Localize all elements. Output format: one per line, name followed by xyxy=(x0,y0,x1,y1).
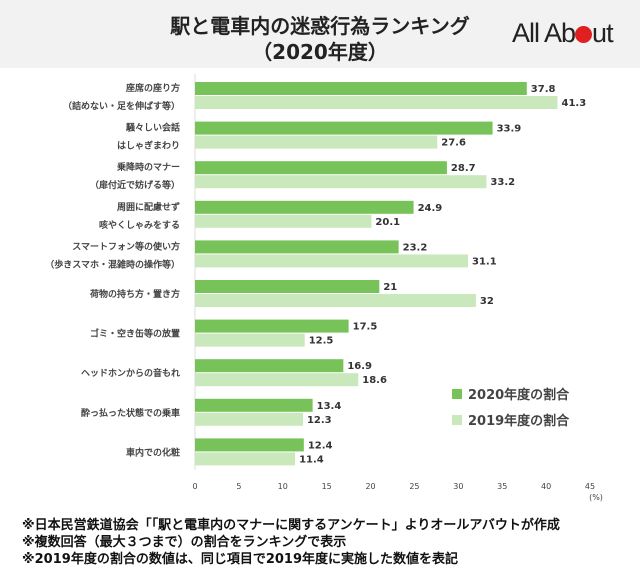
bar-2020 xyxy=(195,398,313,412)
data-label-2019: 41.3 xyxy=(562,98,587,109)
chart-title: 駅と電車内の迷惑行為ランキング xyxy=(170,14,470,38)
category-label: 車内での化粧 xyxy=(126,446,180,458)
chart-subtitle: （2020年度） xyxy=(252,40,388,64)
data-label-2019: 12.3 xyxy=(307,415,332,426)
data-label-2020: 24.9 xyxy=(418,203,443,214)
category-label: （扉付近で妨げる等） xyxy=(90,179,180,191)
x-tick-label: 0 xyxy=(192,482,197,491)
bar-2020 xyxy=(195,280,380,293)
x-tick-label: 20 xyxy=(365,482,375,491)
legend-item-2020: 2020年度の割合 xyxy=(452,384,569,403)
bar-2019 xyxy=(195,96,558,109)
bar-2019 xyxy=(195,294,476,307)
data-label-2019: 31.1 xyxy=(472,256,497,267)
category-label: 荷物の持ち方・置き方 xyxy=(89,288,180,300)
data-label-2019: 33.2 xyxy=(490,177,515,188)
legend-swatch-2019 xyxy=(452,415,462,425)
bar-2019 xyxy=(195,412,303,426)
data-label-2019: 32 xyxy=(480,296,494,307)
legend-label-2020: 2020年度の割合 xyxy=(468,388,570,403)
x-unit-label: (%) xyxy=(589,493,603,502)
x-tick-label: 10 xyxy=(278,482,288,491)
data-label-2020: 16.9 xyxy=(347,361,372,372)
bar-2019 xyxy=(195,333,305,347)
category-label: （詰めない・足を伸ばす等） xyxy=(63,100,180,112)
category-label: 咳やくしゃみをする xyxy=(99,219,180,231)
legend-label-2019: 2019年度の割合 xyxy=(468,414,570,429)
category-label: はしゃぎまわり xyxy=(117,140,180,152)
logo-red-dot xyxy=(575,26,593,43)
bar-2019 xyxy=(195,135,438,149)
data-label-2019: 27.6 xyxy=(441,138,466,149)
data-label-2020: 33.9 xyxy=(497,124,522,135)
data-label-2020: 28.7 xyxy=(451,163,476,174)
category-label: スマートフォン等の使い方 xyxy=(72,240,180,252)
bar-2019 xyxy=(195,452,296,466)
bar-2019 xyxy=(195,214,372,228)
data-label-2020: 17.5 xyxy=(353,322,378,333)
category-label: （歩きスマホ・混雑時の操作等） xyxy=(45,258,180,270)
bar-2020 xyxy=(195,240,399,254)
footnote-2019-values: ※2019年度の割合の数値は、同じ項目で2019年度に実施した数値を表記 xyxy=(22,552,459,567)
bar-2020 xyxy=(195,359,344,373)
legend-swatch-2020 xyxy=(452,389,462,399)
data-label-2020: 37.8 xyxy=(531,84,556,95)
category-label: 騒々しい会話 xyxy=(126,122,180,134)
footnotes: ※日本民営鉄道協会「「駅と電車内のマナーに関するアンケート」よりオールアバウトが… xyxy=(22,517,560,568)
bar-2020 xyxy=(195,121,493,135)
x-tick-label: 5 xyxy=(236,482,241,491)
bar-chart: 37.8 41.3 座席の座り方 （詰めない・足を伸ばす等） 33.9 27.6 騒々しい会… xyxy=(45,74,603,502)
bar-2019 xyxy=(195,373,359,387)
x-tick-label: 15 xyxy=(322,482,332,491)
x-tick-label: 40 xyxy=(541,482,551,491)
bar-2020 xyxy=(195,438,304,452)
data-label-2019: 11.4 xyxy=(299,454,324,465)
header xyxy=(0,0,640,68)
data-label-2020: 23.2 xyxy=(403,242,428,253)
x-tick-label: 45 xyxy=(585,482,595,491)
bar-2020 xyxy=(195,200,414,214)
data-label-2020: 12.4 xyxy=(308,440,333,451)
data-label-2019: 18.6 xyxy=(362,375,387,386)
bar-2020 xyxy=(195,161,447,175)
bar-2019 xyxy=(195,175,487,189)
category-label: 周囲に配慮せず xyxy=(117,201,180,213)
category-label: ゴミ・空き缶等の放置 xyxy=(90,328,180,340)
bar-2020 xyxy=(195,82,527,95)
data-label-2019: 20.1 xyxy=(375,217,400,228)
x-tick-label: 25 xyxy=(409,482,419,491)
category-label: 酔っ払った状態での乗車 xyxy=(81,407,180,419)
x-tick-label: 30 xyxy=(453,482,463,491)
category-label: 乗降時のマナー xyxy=(117,161,180,173)
category-label: 座席の座り方 xyxy=(125,82,180,94)
legend-item-2019: 2019年度の割合 xyxy=(452,410,569,429)
footnote-source: ※日本民営鉄道協会「「駅と電車内のマナーに関するアンケート」よりオールアバウトが… xyxy=(22,518,560,533)
allabout-logo: All Ab ut xyxy=(512,18,614,48)
bar-2020 xyxy=(195,319,349,333)
x-tick-label: 35 xyxy=(497,482,507,491)
bar-2019 xyxy=(195,254,468,268)
category-label: ヘッドホンからの音もれ xyxy=(81,367,180,379)
footnote-multiple-answers: ※複数回答（最大３つまで）の割合をランキングで表示 xyxy=(22,535,347,550)
data-label-2020: 13.4 xyxy=(317,401,342,412)
data-label-2019: 12.5 xyxy=(309,336,334,347)
data-label-2020: 21 xyxy=(383,282,397,293)
